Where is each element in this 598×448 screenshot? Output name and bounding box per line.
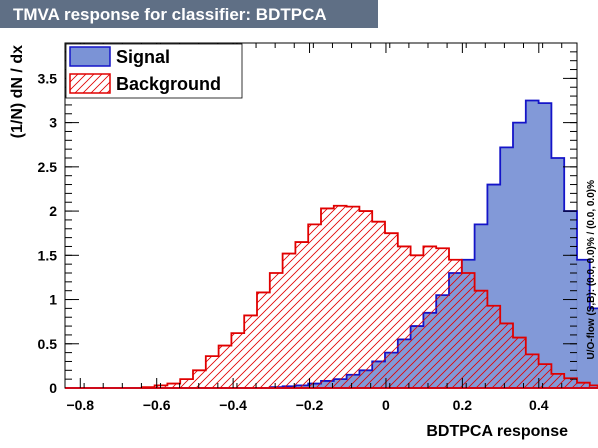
y-tick-label: 3.5 (38, 70, 58, 86)
histogram-layer (65, 99, 598, 389)
legend-swatch-background (69, 73, 111, 94)
legend-label-signal: Signal (116, 47, 170, 67)
x-tick-label: 0 (382, 397, 390, 413)
x-tick-label: 0.2 (453, 397, 473, 413)
histogram-background (65, 204, 598, 389)
x-tick-label: −0.6 (143, 397, 171, 413)
y-tick-label: 2.5 (38, 159, 58, 175)
x-axis-label: BDTPCA response (426, 423, 568, 440)
y-tick-label: 3 (49, 115, 57, 131)
y-tick-label: 1.5 (38, 247, 58, 263)
x-tick-label: −0.2 (296, 397, 324, 413)
chart-title: TMVA response for classifier: BDTPCA (13, 5, 327, 24)
legend-swatch-signal (69, 46, 111, 67)
legend: Signal Background (65, 43, 243, 99)
y-tick-label: 1 (49, 292, 57, 308)
x-tick-label: −0.8 (66, 397, 94, 413)
y-tick-label: 2 (49, 203, 57, 219)
x-tick-label: −0.4 (219, 397, 247, 413)
y-axis-label: (1/N) dN / dx (9, 45, 26, 138)
overflow-label: U/O-flow (S,B): (0.0, 0.0)% / (0.0, 0.0)… (586, 180, 597, 360)
x-tick-label: 0.4 (529, 397, 549, 413)
y-tick-label: 0.5 (38, 336, 58, 352)
legend-label-background: Background (116, 74, 221, 94)
title-box (0, 0, 378, 28)
y-tick-label: 0 (49, 380, 57, 396)
